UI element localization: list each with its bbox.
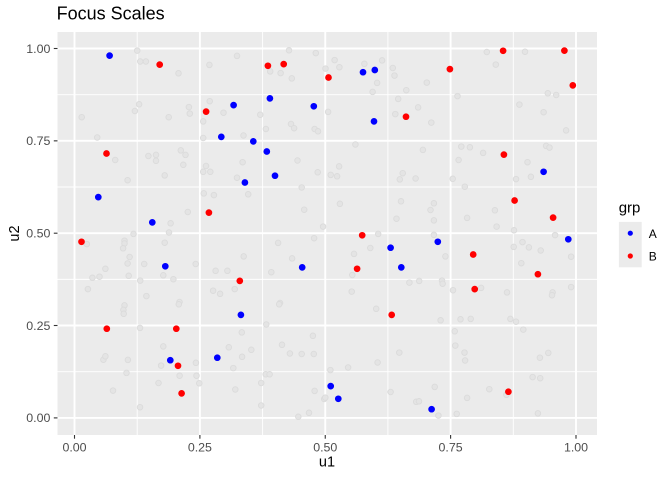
svg-text:B: B [649, 250, 657, 264]
svg-text:0.75: 0.75 [439, 440, 463, 454]
svg-text:0.25: 0.25 [188, 440, 212, 454]
svg-text:A: A [649, 227, 657, 241]
svg-text:u2: u2 [7, 225, 23, 241]
svg-text:grp: grp [619, 199, 641, 216]
svg-text:0.25: 0.25 [26, 319, 50, 333]
svg-text:1.00: 1.00 [26, 42, 50, 56]
svg-text:0.00: 0.00 [26, 411, 50, 425]
svg-text:Focus Scales: Focus Scales [57, 3, 165, 23]
svg-text:0.50: 0.50 [26, 227, 50, 241]
svg-text:0.50: 0.50 [313, 440, 337, 454]
svg-text:0.00: 0.00 [62, 440, 86, 454]
svg-text:1.00: 1.00 [564, 440, 588, 454]
svg-text:u1: u1 [319, 455, 335, 471]
svg-text:0.75: 0.75 [26, 134, 50, 148]
